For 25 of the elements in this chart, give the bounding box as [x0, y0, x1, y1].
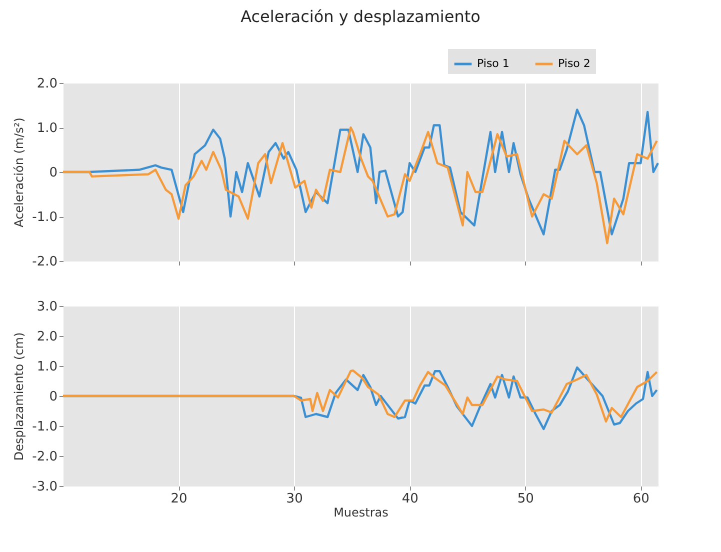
y-axis-title: Desplazamiento (cm)	[12, 332, 26, 461]
legend-label: Piso 1	[477, 57, 510, 70]
y-tick-label: -1.0	[32, 420, 58, 434]
x-tick-label: 40	[402, 492, 418, 506]
x-axis-title: Muestras	[334, 506, 388, 520]
y-tick-label: 0	[49, 166, 58, 180]
line-series	[62, 126, 658, 244]
legend-label: Piso 2	[558, 57, 590, 70]
x-tick-label: 50	[517, 492, 534, 506]
y-tick-label: 2.0	[36, 330, 58, 344]
y-tick-label: -2.0	[32, 450, 58, 464]
x-tick-label: 30	[286, 492, 303, 506]
y-tick-label: 3.0	[36, 300, 58, 314]
x-tick-label: 60	[632, 492, 650, 506]
y-tick-label: 2.0	[36, 76, 58, 92]
chart-title: Aceleración y desplazamiento	[240, 7, 480, 26]
line-series	[62, 369, 658, 423]
y-tick-label: -1.0	[32, 210, 58, 225]
y-axis-title: Aceleración (m/s²)	[12, 118, 26, 228]
y-tick-label: -3.0	[32, 480, 58, 494]
y-tick-label: -2.0	[32, 254, 58, 270]
y-tick-label: 1.0	[36, 121, 58, 136]
y-tick-label: 1.0	[36, 360, 58, 374]
x-tick-label: 20	[170, 492, 188, 506]
y-tick-label: 0	[49, 390, 58, 404]
